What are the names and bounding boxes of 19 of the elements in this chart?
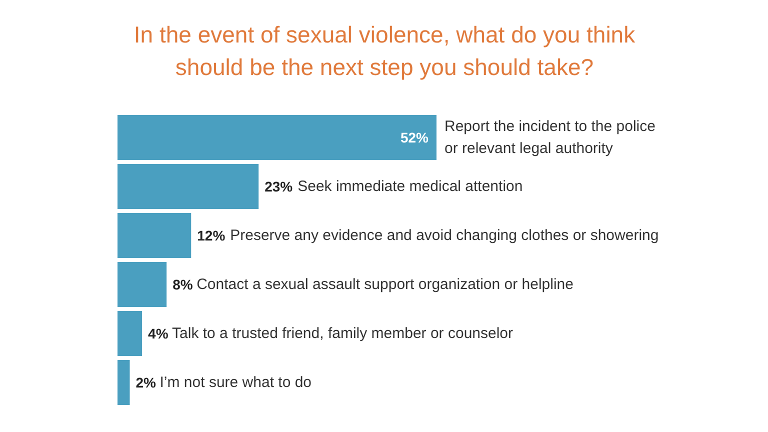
data-label: 23%: [264, 178, 294, 194]
bar: [118, 164, 259, 209]
bar: [118, 360, 130, 405]
y-tick-label: Report the incident to the police or relevant legal authority: [444, 118, 656, 158]
bar: [118, 262, 167, 307]
data-label: 8%: [172, 276, 194, 292]
y-tick-label: Preserve any evidence and avoid changing clothes or showering: [230, 227, 659, 244]
data-label: 12%: [197, 228, 226, 244]
data-label: 52%: [400, 130, 430, 146]
bar: [118, 213, 192, 258]
bar: [118, 311, 142, 356]
bar: [118, 115, 436, 160]
y-tick-label: Talk to a trusted friend, family member or counselor: [172, 325, 514, 342]
y-tick-label: Seek immediate medical attention: [298, 178, 523, 195]
y-tick-label: Contact a sexual assault support organization or helpline: [196, 276, 574, 293]
y-tick-label: I’m not sure what to do: [160, 374, 312, 391]
data-label: 2%: [136, 374, 157, 390]
chart-title: In the event of sexual violence, what do you think should be the next step you should take?: [134, 21, 636, 80]
data-label: 4%: [148, 326, 169, 342]
